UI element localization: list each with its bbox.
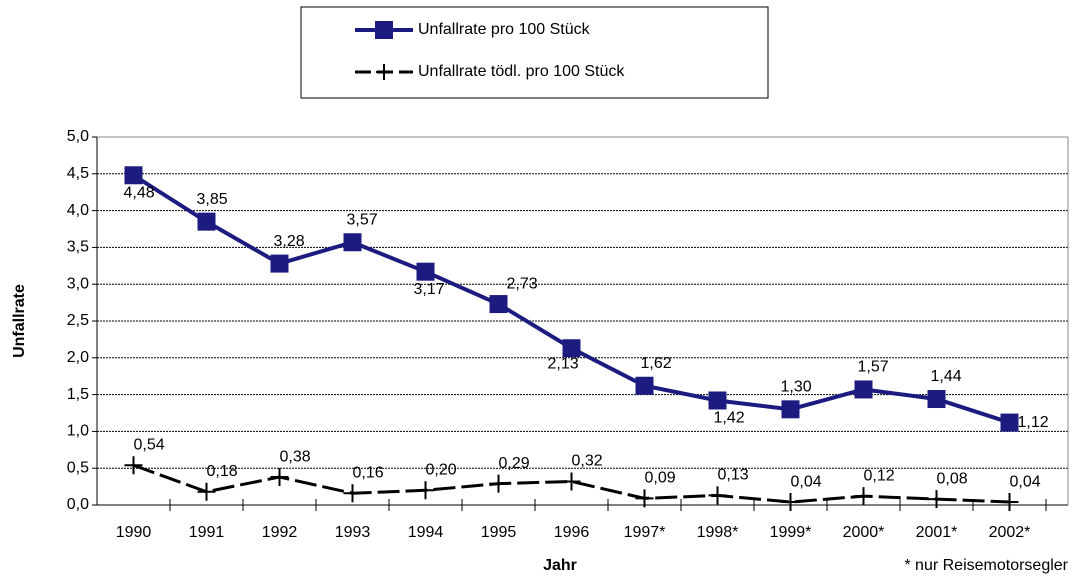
y-axis-title: Unfallrate — [11, 284, 28, 358]
legend-label: Unfallrate pro 100 Stück — [418, 21, 591, 38]
marker — [635, 489, 654, 508]
marker — [270, 254, 289, 273]
marker — [1000, 493, 1019, 512]
x-tick-label: 2001* — [916, 524, 958, 541]
data-label: 0,20 — [426, 461, 457, 478]
data-label: 1,57 — [858, 359, 889, 376]
marker — [927, 490, 946, 509]
marker — [489, 295, 508, 314]
marker — [708, 391, 727, 410]
data-label: 0,04 — [1010, 473, 1041, 490]
marker — [927, 390, 946, 409]
y-tick-label: 1,5 — [67, 386, 89, 403]
marker — [124, 166, 143, 185]
footnote: * nur Reisemotorsegler — [904, 557, 1068, 574]
x-tick-label: 1992 — [262, 524, 298, 541]
data-label: 0,09 — [645, 470, 676, 487]
marker — [416, 481, 435, 500]
legend-label: Unfallrate tödl. pro 100 Stück — [418, 63, 625, 80]
x-tick-label: 1995 — [481, 524, 517, 541]
y-tick-label: 1,0 — [67, 423, 89, 440]
data-label: 0,54 — [134, 436, 165, 453]
marker — [343, 484, 362, 503]
data-label: 3,17 — [414, 281, 445, 298]
marker — [416, 262, 435, 281]
x-tick-label: 1996 — [554, 524, 590, 541]
marker — [562, 472, 581, 491]
y-tick-label: 0,5 — [67, 459, 89, 476]
y-tick-label: 3,5 — [67, 239, 89, 256]
data-label: 1,30 — [781, 379, 812, 396]
y-tick-label: 4,5 — [67, 165, 89, 182]
marker — [270, 468, 289, 487]
x-tick-label: 1994 — [408, 524, 444, 541]
x-tick-label: 1993 — [335, 524, 371, 541]
data-label: 0,08 — [937, 470, 968, 487]
data-label: 1,12 — [1018, 414, 1049, 431]
x-tick-label: 1991 — [189, 524, 225, 541]
data-label: 2,73 — [507, 275, 538, 292]
data-label: 1,62 — [641, 355, 672, 372]
x-tick-label: 1998* — [697, 524, 739, 541]
y-tick-label: 2,5 — [67, 312, 89, 329]
marker — [854, 487, 873, 506]
marker — [1000, 413, 1019, 432]
y-tick-label: 2,0 — [67, 349, 89, 366]
x-tick-label: 1990 — [116, 524, 152, 541]
data-label: 0,12 — [864, 467, 895, 484]
marker — [781, 400, 800, 419]
marker — [781, 493, 800, 512]
y-tick-label: 4,0 — [67, 202, 89, 219]
legend-marker — [376, 64, 392, 80]
data-label: 1,44 — [931, 368, 962, 385]
data-label: 0,16 — [353, 464, 384, 481]
marker — [635, 376, 654, 395]
data-label: 0,29 — [499, 455, 530, 472]
x-tick-label: 2002* — [989, 524, 1031, 541]
marker — [489, 474, 508, 493]
data-label: 3,57 — [347, 211, 378, 228]
data-label: 0,38 — [280, 448, 311, 465]
marker — [197, 482, 216, 501]
marker — [197, 212, 216, 231]
data-label: 3,85 — [197, 191, 228, 208]
x-axis-title: Jahr — [543, 557, 577, 574]
marker — [854, 380, 873, 399]
data-label: 1,42 — [714, 410, 745, 427]
y-tick-label: 3,0 — [67, 275, 89, 292]
y-tick-label: 5,0 — [67, 128, 89, 145]
marker — [562, 339, 581, 358]
marker — [124, 456, 143, 475]
data-label: 0,13 — [718, 467, 749, 484]
marker — [343, 233, 362, 252]
y-tick-label: 0,0 — [67, 496, 89, 513]
x-tick-label: 1999* — [770, 524, 812, 541]
data-label: 3,28 — [274, 233, 305, 250]
data-label: 0,32 — [572, 453, 603, 470]
legend-marker — [375, 21, 393, 39]
data-label: 0,04 — [791, 473, 822, 490]
data-label: 2,13 — [548, 355, 579, 372]
x-tick-label: 2000* — [843, 524, 885, 541]
x-tick-label: 1997* — [624, 524, 666, 541]
marker — [708, 486, 727, 505]
data-label: 4,48 — [124, 184, 155, 201]
data-label: 0,18 — [207, 463, 238, 480]
series-line — [132, 173, 1011, 425]
